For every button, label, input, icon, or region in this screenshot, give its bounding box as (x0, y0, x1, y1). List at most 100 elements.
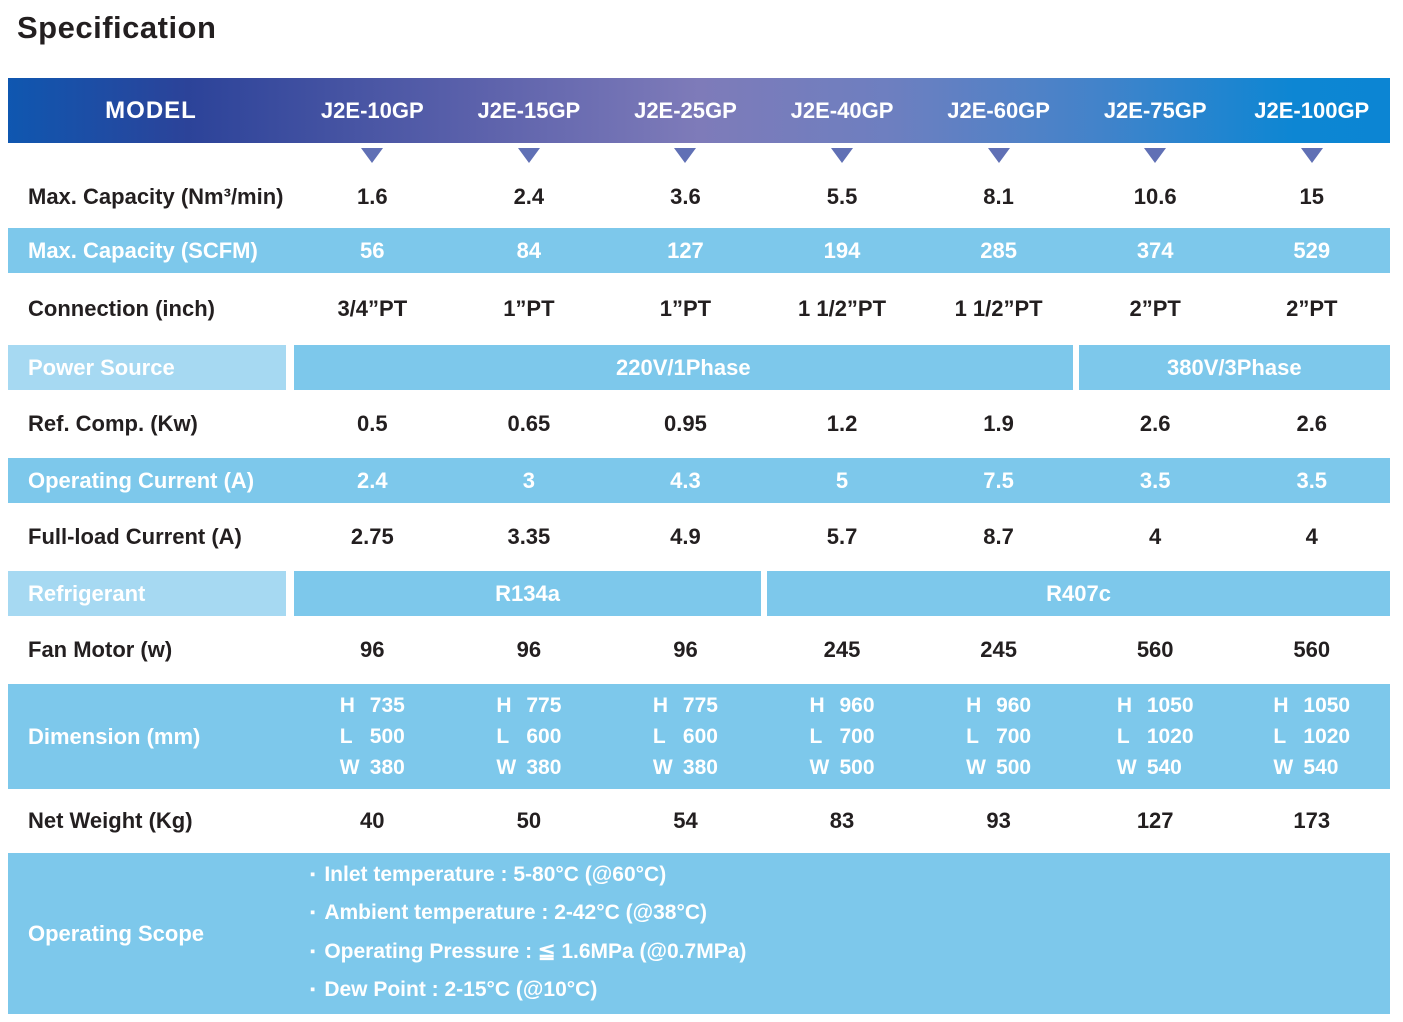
model-name: J2E-15GP (477, 97, 581, 123)
table-cell: 127 (1136, 808, 1174, 833)
table-cell: 0.65 (507, 411, 551, 436)
table-cell: 1.2 (826, 411, 858, 436)
table-cell: 2”PT (1286, 296, 1338, 321)
triangle-down-icon (987, 147, 1010, 163)
table-cell: 560 (1293, 637, 1331, 662)
page-title: Specification (17, 10, 217, 45)
scope-item: Dew Point : 2-15°C (@10°C) (310, 972, 1390, 1011)
table-cell: 4 (1305, 524, 1318, 549)
table-row-operating-current: Operating Current (A) 2.4 3 4.3 5 7.5 3.… (8, 458, 1390, 503)
table-cell: 245 (980, 637, 1017, 662)
table-cell: H 1050 L 1020 W 540 (1116, 694, 1194, 779)
row-label: Max. Capacity (SCFM) (28, 237, 258, 263)
triangle-down-icon (361, 147, 384, 163)
row-label: Full-load Current (A) (28, 524, 242, 549)
table-cell: 1 1/2”PT (954, 296, 1043, 321)
row-label: Max. Capacity (Nm³/min) (28, 183, 284, 209)
table-row-connection: Connection (inch) 3/4”PT 1”PT 1”PT 1 1/2… (8, 273, 1390, 345)
table-cell: 3.5 (1296, 467, 1328, 493)
table-cell: 4 (1149, 524, 1162, 549)
scope-item: Ambient temperature : 2-42°C (@38°C) (310, 895, 1390, 934)
table-cell: 5 (835, 467, 849, 493)
table-cell: 96 (516, 637, 542, 662)
table-cell: 3.35 (507, 524, 551, 549)
scope-item: Inlet temperature : 5-80°C (@60°C) (310, 857, 1390, 896)
table-cell: 54 (673, 808, 698, 833)
table-row-fan-motor: Fan Motor (w) 96 96 96 245 245 560 560 (8, 616, 1390, 684)
table-row-full-load-current: Full-load Current (A) 2.75 3.35 4.9 5.7 … (8, 503, 1390, 571)
table-cell: 529 (1293, 237, 1331, 263)
table-cell: 2.4 (513, 183, 545, 209)
row-label: Refrigerant (8, 571, 286, 616)
table-cell: 3 (522, 467, 535, 493)
table-cell: H 775 L 600 W 380 (496, 694, 562, 779)
row-label: Operating Scope (28, 920, 205, 946)
operating-scope-list: Inlet temperature : 5-80°C (@60°C) Ambie… (310, 857, 1390, 1011)
table-row-ref-comp: Ref. Comp. (Kw) 0.5 0.65 0.95 1.2 1.9 2.… (8, 390, 1390, 458)
table-cell: H 1050 L 1020 W 540 (1273, 694, 1351, 779)
model-name: J2E-100GP (1254, 97, 1370, 123)
span-cell-r134a: R134a (294, 571, 762, 616)
table-cell: 56 (360, 237, 385, 263)
model-name: J2E-25GP (634, 97, 737, 123)
triangle-down-icon (1300, 147, 1323, 163)
table-cell: 83 (829, 808, 855, 833)
span-cell-220v: 220V/1Phase (294, 345, 1073, 390)
column-marker-row (8, 143, 1390, 165)
row-label: Connection (inch) (28, 296, 215, 321)
table-cell: 84 (516, 237, 542, 263)
table-cell: 127 (667, 237, 704, 263)
table-cell: 3.6 (670, 183, 701, 209)
table-cell: 5.5 (826, 183, 858, 209)
table-cell: 1”PT (503, 296, 555, 321)
model-name: J2E-75GP (1103, 97, 1207, 123)
table-cell: 285 (980, 237, 1017, 263)
table-cell: 10.6 (1133, 183, 1177, 209)
table-row-max-capacity-scfm: Max. Capacity (SCFM) 56 84 127 194 285 3… (8, 228, 1390, 273)
table-cell: 96 (673, 637, 698, 662)
row-label: Fan Motor (w) (28, 637, 173, 662)
table-row-operating-scope: Operating Scope Inlet temperature : 5-80… (8, 853, 1390, 1014)
specification-table: MODEL J2E-10GP J2E-15GP J2E-25GP J2E-40G… (8, 78, 1390, 1014)
table-cell: 96 (360, 637, 385, 662)
row-label: Power Source (8, 345, 286, 390)
table-row-net-weight: Net Weight (Kg) 40 50 54 83 93 127 173 (8, 789, 1390, 853)
table-cell: H 960 L 700 W 500 (966, 694, 1032, 779)
table-cell: 4.3 (670, 467, 701, 493)
span-cell-r407c: R407c (767, 571, 1390, 616)
table-cell: 2”PT (1129, 296, 1181, 321)
table-row-refrigerant: Refrigerant R134a R407c (8, 571, 1390, 616)
model-name: J2E-60GP (947, 97, 1050, 123)
table-cell: 245 (823, 637, 861, 662)
row-label: Operating Current (A) (28, 467, 255, 493)
table-cell: 5.7 (826, 524, 858, 549)
span-cell-380v: 380V/3Phase (1078, 345, 1390, 390)
table-cell: 3/4”PT (337, 296, 408, 321)
table-cell: 0.95 (664, 411, 707, 436)
table-cell: 173 (1293, 808, 1331, 833)
table-cell: 2.75 (350, 524, 394, 549)
table-cell: 50 (516, 808, 542, 833)
triangle-down-icon (831, 147, 854, 163)
table-cell: 8.1 (983, 183, 1014, 209)
table-cell: H 735 L 500 W 380 (339, 694, 405, 779)
table-row-max-capacity-nm: Max. Capacity (Nm³/min) 1.6 2.4 3.6 5.5 … (8, 165, 1390, 228)
table-cell: H 960 L 700 W 500 (809, 694, 875, 779)
table-cell: 1.6 (356, 183, 388, 209)
model-header-label: MODEL (105, 96, 197, 124)
triangle-down-icon (674, 147, 697, 163)
table-cell: 40 (360, 808, 385, 833)
row-label: Dimension (mm) (28, 723, 201, 749)
table-cell: 7.5 (983, 467, 1014, 493)
table-cell: H 775 L 600 W 380 (652, 694, 718, 779)
table-cell: 2.6 (1139, 411, 1171, 436)
table-row-power-source: Power Source 220V/1Phase 380V/3Phase (8, 345, 1390, 390)
table-row-dimension: Dimension (mm) H 735 L 500 W 380 H 775 L 600 … (8, 684, 1390, 789)
table-cell: 8.7 (983, 524, 1014, 549)
model-name: J2E-10GP (320, 97, 424, 123)
triangle-down-icon (1144, 147, 1167, 163)
table-cell: 194 (823, 237, 861, 263)
table-cell: 2.6 (1296, 411, 1328, 436)
row-label: Net Weight (Kg) (28, 808, 193, 833)
table-cell: 3.5 (1139, 467, 1171, 493)
